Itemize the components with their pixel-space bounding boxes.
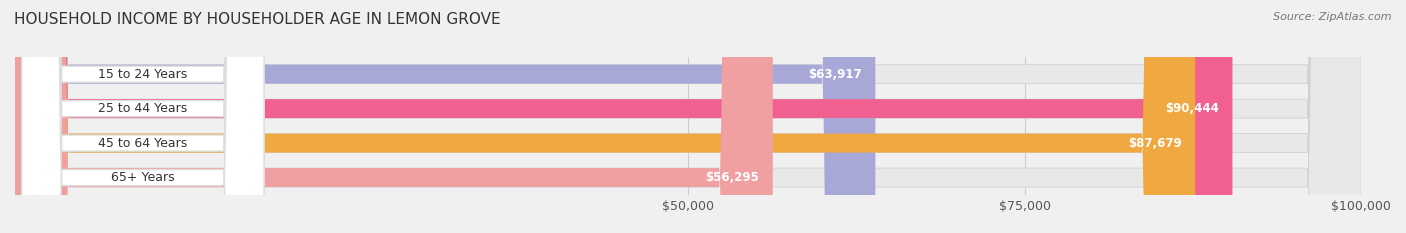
FancyBboxPatch shape	[15, 0, 1361, 233]
Text: $56,295: $56,295	[706, 171, 759, 184]
Text: $90,444: $90,444	[1166, 102, 1219, 115]
Text: 25 to 44 Years: 25 to 44 Years	[98, 102, 187, 115]
FancyBboxPatch shape	[15, 0, 876, 233]
FancyBboxPatch shape	[21, 0, 264, 233]
Text: HOUSEHOLD INCOME BY HOUSEHOLDER AGE IN LEMON GROVE: HOUSEHOLD INCOME BY HOUSEHOLDER AGE IN L…	[14, 12, 501, 27]
FancyBboxPatch shape	[15, 0, 773, 233]
FancyBboxPatch shape	[21, 0, 264, 233]
FancyBboxPatch shape	[21, 0, 264, 233]
FancyBboxPatch shape	[15, 0, 1195, 233]
Text: 65+ Years: 65+ Years	[111, 171, 174, 184]
FancyBboxPatch shape	[15, 0, 1361, 233]
FancyBboxPatch shape	[15, 0, 1361, 233]
Text: $87,679: $87,679	[1128, 137, 1182, 150]
Text: 15 to 24 Years: 15 to 24 Years	[98, 68, 187, 81]
Text: Source: ZipAtlas.com: Source: ZipAtlas.com	[1274, 12, 1392, 22]
Text: $63,917: $63,917	[808, 68, 862, 81]
FancyBboxPatch shape	[21, 0, 264, 233]
Text: 45 to 64 Years: 45 to 64 Years	[98, 137, 187, 150]
FancyBboxPatch shape	[15, 0, 1361, 233]
FancyBboxPatch shape	[15, 0, 1233, 233]
